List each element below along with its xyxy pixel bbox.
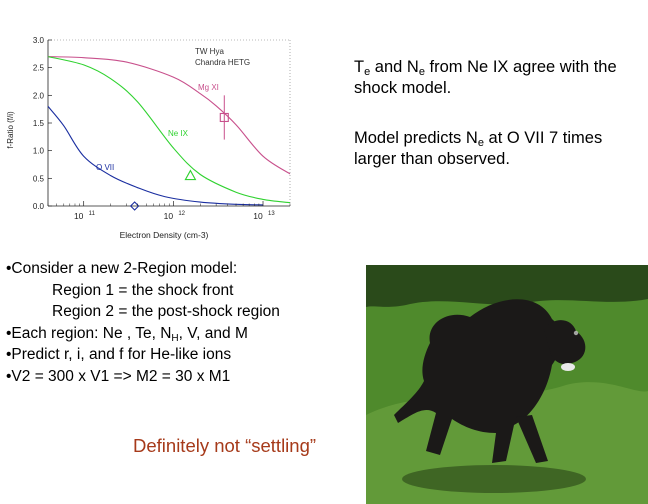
y-tick-label: 1.5 [33,119,45,128]
y-tick-label: 0.5 [33,174,45,183]
dog [394,299,586,463]
observation-marker [129,201,140,211]
series-line [47,56,291,204]
series-labels: Mg XI Ne IX O VII [96,83,219,172]
note-model-predicts: Model predicts Ne at O VII 7 times large… [354,129,603,168]
x-tick-label: 10 [164,211,174,221]
bullet-region-1: Region 1 = the shock front [52,281,234,299]
bullet-region-2: Region 2 = the post-shock region [52,303,280,320]
y-tick-label: 2.0 [33,91,45,100]
x-tick-label: 10 [74,211,84,221]
note-te-ne: Te and Ne from Ne IX agree with the shoc… [354,58,617,97]
observation-marker [219,112,229,123]
observation-points [129,95,229,211]
series-label-ne: Ne IX [168,129,189,138]
series-line [47,56,291,175]
bullet-predict: •Predict r, i, and f for He-like ions [6,346,232,363]
y-axis-label: f-Ratio (f/i) [6,111,15,149]
x-tick-exponent: 13 [268,211,275,217]
x-tick-exponent: 12 [178,211,185,217]
bullet-v2: •V2 = 300 x V1 => M2 = 30 x M1 [6,367,231,385]
dog-tongue [561,363,575,371]
x-axis-label: Electron Density (cm-3) [120,230,209,240]
series-line [47,106,264,206]
y-tick-label: 0.0 [33,202,45,211]
legend-line-1: TW Hya [195,47,224,56]
y-tick-label: 2.5 [33,64,45,73]
bullet-each-region: •Each region: Ne , Te, NH, V, and M [6,324,248,344]
chart-legend: TW Hya Chandra HETG [195,47,250,67]
y-tick-label: 1.0 [33,147,45,156]
legend-line-2: Chandra HETG [195,58,250,67]
verdict-text: Definitely not “settling” [133,435,317,456]
y-tick-label: 3.0 [33,36,45,45]
series-label-mg: Mg XI [198,83,219,92]
series-curves [47,56,291,206]
dog-photo [366,265,648,504]
x-tick-exponent: 11 [89,211,96,217]
x-tick-label: 10 [253,211,263,221]
f-ratio-chart: 0.0 0.5 1.0 1.5 2.0 2.5 3.0 10 11 10 12 10 13 TW Hya… [6,36,291,240]
dog-shadow [402,465,586,493]
bullet-consider: •Consider a new 2-Region model: [6,260,238,277]
axis-ticks: 0.0 0.5 1.0 1.5 2.0 2.5 3.0 10 11 10 12 10 13 [33,36,291,221]
observation-marker [184,169,197,181]
bullet-list: •Consider a new 2-Region model: Region 1… [6,258,361,387]
hedge [366,265,648,307]
series-label-o: O VII [96,163,114,172]
